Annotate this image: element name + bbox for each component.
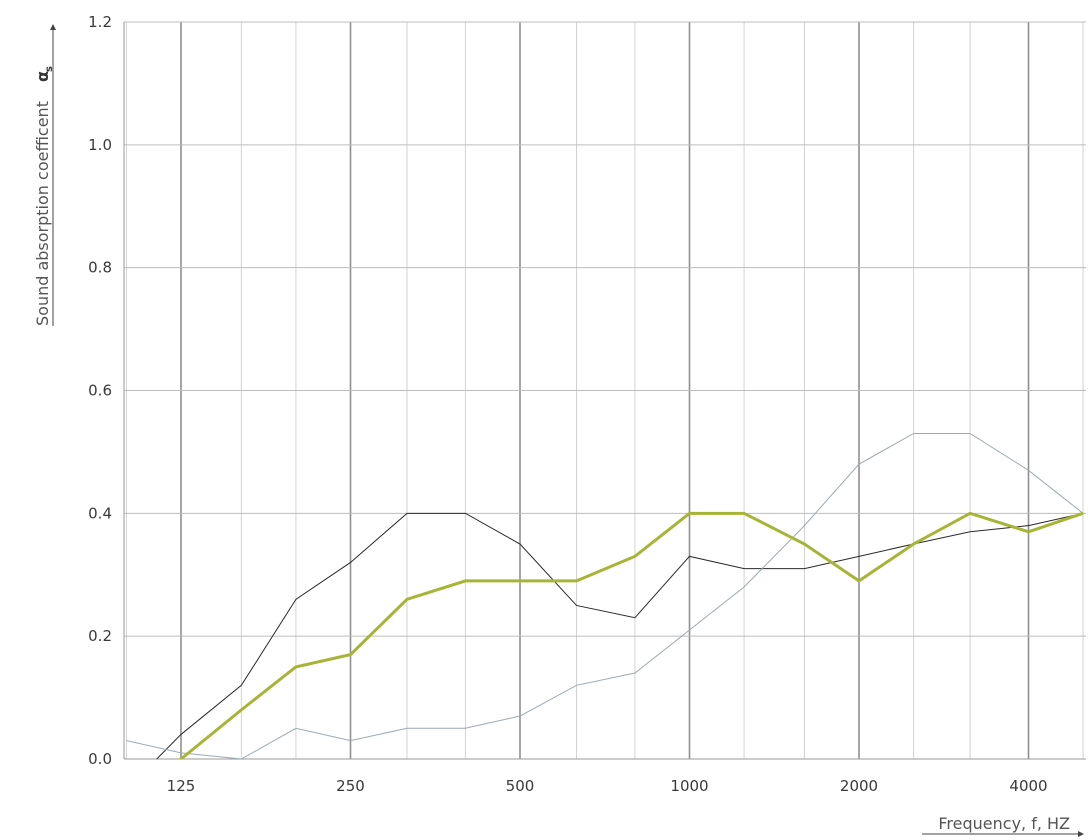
x-tick-label: 250 xyxy=(336,777,365,795)
x-tick-label: 500 xyxy=(506,777,535,795)
y-tick-label: 0.8 xyxy=(88,259,112,277)
data-series xyxy=(126,432,1084,759)
x-tick-label: 125 xyxy=(167,777,196,795)
y-tick-label: 1.0 xyxy=(88,136,112,154)
y-tick-label: 0.4 xyxy=(88,504,112,522)
y-axis-symbol-subscript: s xyxy=(44,66,55,72)
grid xyxy=(123,21,1086,760)
x-axis-title: Frequency, f, HZ xyxy=(938,814,1070,833)
x-axis-title-group: Frequency, f, HZ xyxy=(922,814,1084,837)
x-tick-label: 4000 xyxy=(1009,777,1047,795)
y-axis-symbol: α xyxy=(33,71,52,82)
x-tick-label: 2000 xyxy=(840,777,878,795)
series-line-1 xyxy=(156,512,1084,759)
x-axis-arrow-head xyxy=(1078,831,1084,837)
y-tick-label: 0.2 xyxy=(88,627,112,645)
x-axis-ticks: 125 250 500 1000 2000 4000 xyxy=(167,777,1048,795)
y-axis-ticks: 0.0 0.2 0.4 0.6 0.8 1.0 1.2 xyxy=(88,13,112,768)
series-line-3 xyxy=(178,511,1084,759)
series-line-2 xyxy=(126,432,1084,759)
x-tick-label: 1000 xyxy=(670,777,708,795)
y-tick-label: 1.2 xyxy=(88,13,112,31)
y-axis-title: Sound absorption coefficent xyxy=(33,101,52,326)
y-tick-label: 0.0 xyxy=(88,750,112,768)
y-axis-arrow-head xyxy=(50,24,56,30)
y-tick-label: 0.6 xyxy=(88,382,112,400)
y-axis-title-group: Sound absorption coefficent α s xyxy=(33,24,56,326)
